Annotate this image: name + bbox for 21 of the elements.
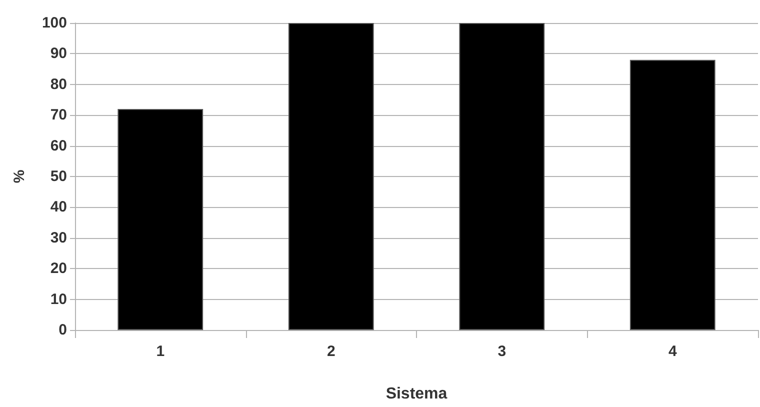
y-tick-label: 90	[50, 45, 67, 62]
y-tick-label: 0	[58, 322, 67, 338]
y-tick-label: 80	[50, 76, 67, 93]
x-tick-label: 3	[498, 343, 506, 360]
x-tick-label: 2	[326, 343, 336, 360]
y-tick-label: 50	[50, 168, 67, 185]
y-axis-title: %	[11, 170, 28, 184]
y-tick-label: 70	[50, 106, 67, 124]
y-tick-label: 30	[50, 229, 67, 246]
bar	[288, 23, 374, 330]
bar	[118, 108, 204, 330]
y-tick-label: 10	[50, 290, 67, 308]
x-tick-label: 4	[668, 343, 678, 360]
bar	[630, 60, 716, 330]
y-tick-label: 20	[50, 260, 67, 278]
y-tick-label: 100	[42, 14, 67, 32]
x-axis-title: Sistema	[386, 386, 448, 402]
x-tick-label: 1	[156, 343, 165, 360]
bar	[459, 23, 545, 330]
y-tick-label: 60	[50, 137, 67, 154]
y-tick-label: 40	[50, 198, 67, 216]
